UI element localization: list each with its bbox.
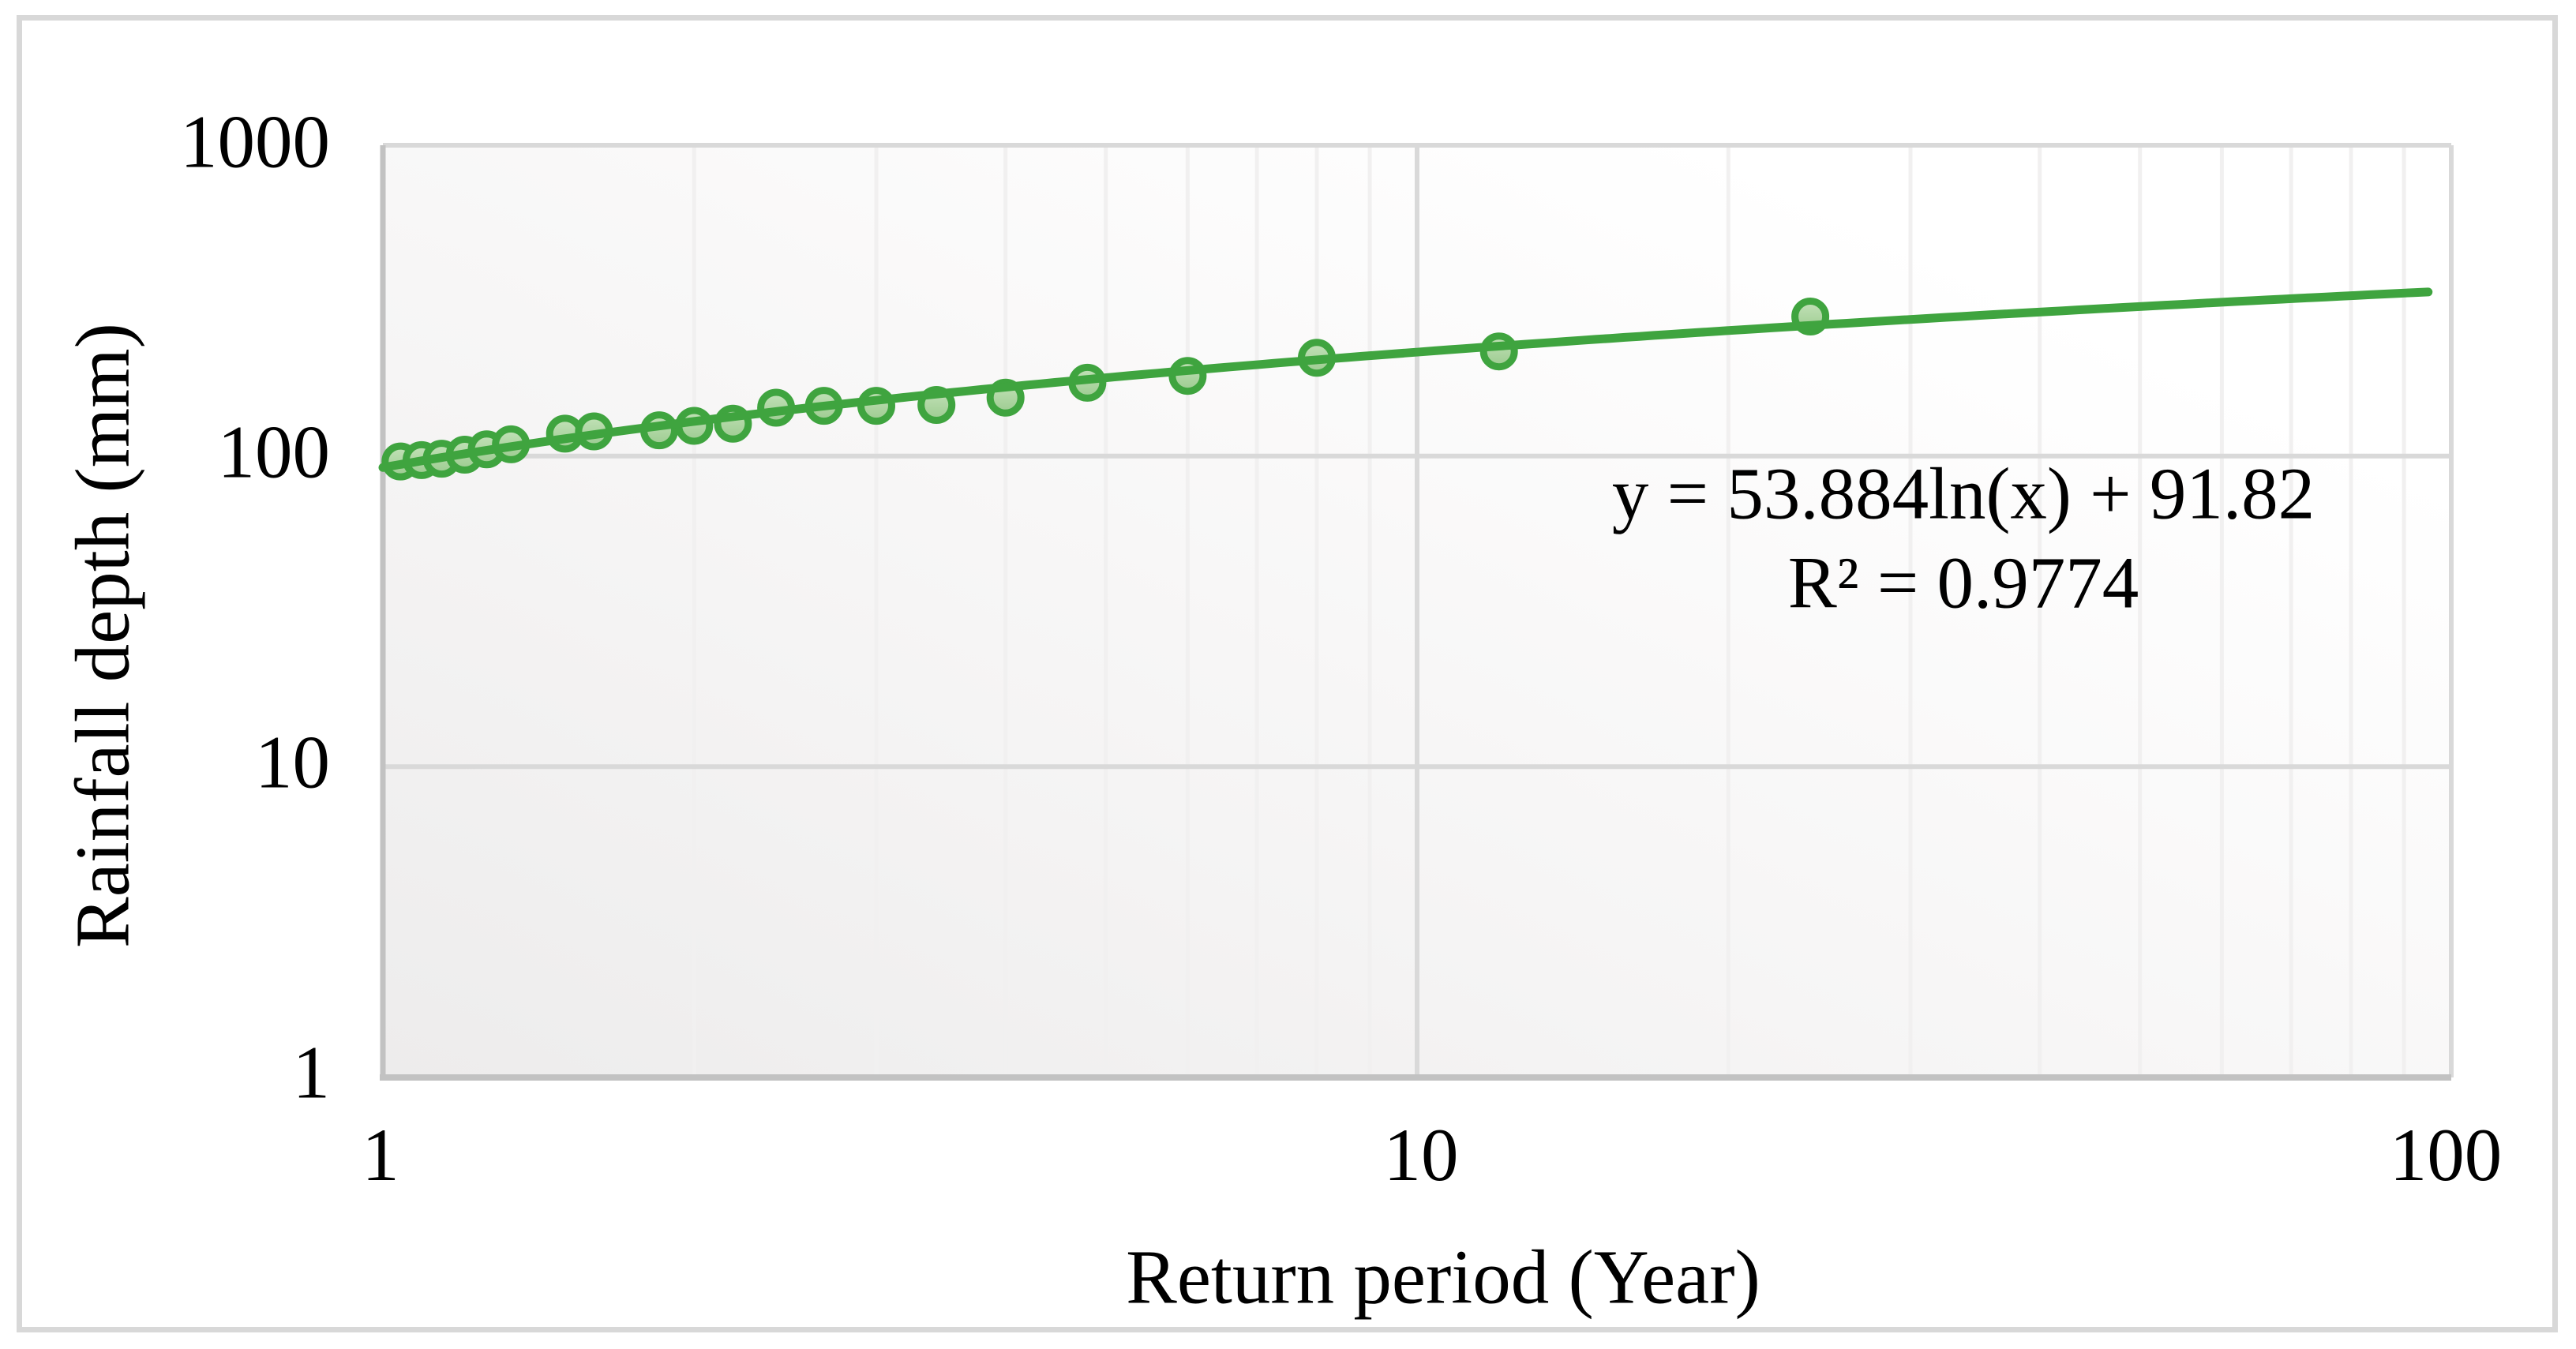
x-axis-title: Return period (Year) [1126, 1235, 1760, 1320]
x-tick-100: 100 [2389, 1113, 2503, 1197]
y-tick-10: 10 [255, 720, 330, 804]
y-tick-1000: 1000 [180, 99, 330, 184]
x-tick-10: 10 [1383, 1113, 1459, 1197]
y-tick-1: 1 [292, 1030, 331, 1115]
trendline [378, 287, 2433, 472]
figure-border [17, 15, 2558, 1332]
data-point [1168, 357, 1207, 395]
x-tick-1: 1 [362, 1113, 399, 1197]
trendline-r-squared: R² = 0.9774 [1787, 543, 2139, 624]
y-tick-100: 100 [217, 410, 331, 494]
trendline-equation: y = 53.884ln(x) + 91.82 [1611, 453, 2315, 535]
trendline-annotation: y = 53.884ln(x) + 91.82 R² = 0.9774 [1612, 450, 2315, 629]
data-point [1479, 332, 1518, 371]
